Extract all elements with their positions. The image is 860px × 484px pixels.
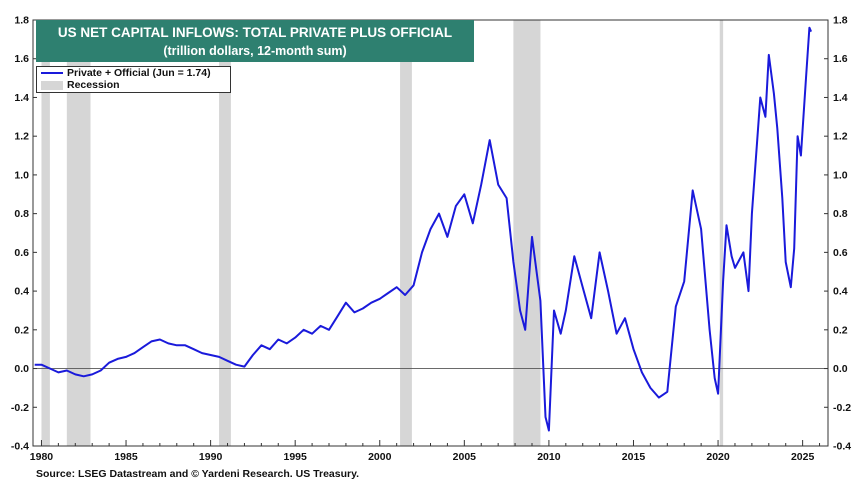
recession-band-0 (41, 20, 50, 446)
x-tick-label: 1995 (284, 451, 308, 463)
legend-recession-swatch (41, 81, 63, 90)
y-tick-label-left: 0.8 (14, 208, 29, 220)
recession-band-2 (219, 20, 231, 446)
chart-title-box: US NET CAPITAL INFLOWS: TOTAL PRIVATE PL… (36, 20, 474, 62)
axes: -0.4 -0.4 -0.2 -0.2 0.0 0.0 0.2 0.2 0.4 0.4 0.6 0.6… (11, 15, 851, 464)
y-tick-label-right: 0.8 (833, 208, 848, 220)
y-tick-label-right: -0.4 (833, 441, 851, 453)
legend: Private + Official (Jun = 1.74) Recessio… (36, 66, 231, 93)
series-line-0 (34, 26, 813, 432)
recession-band-3 (400, 20, 412, 446)
y-tick-label-right: 1.8 (833, 15, 848, 27)
recession-band-1 (66, 20, 91, 446)
y-tick-label-left: 0.6 (14, 247, 29, 259)
chart-subtitle: (trillion dollars, 12-month sum) (163, 44, 347, 58)
y-tick-label-left: 0.2 (14, 324, 29, 336)
x-tick-label: 2025 (791, 451, 815, 463)
x-tick-label: 2010 (537, 451, 561, 463)
chart-title: US NET CAPITAL INFLOWS: TOTAL PRIVATE PL… (57, 25, 453, 40)
y-tick-label-right: 1.0 (833, 169, 848, 181)
y-tick-label-left: 1.8 (14, 15, 29, 27)
x-tick-label: 1980 (30, 451, 54, 463)
y-tick-label-right: 1.2 (833, 131, 848, 143)
y-tick-label-right: 1.6 (833, 53, 848, 65)
x-tick-label: 1990 (199, 451, 223, 463)
y-tick-label-right: 0.0 (833, 363, 848, 375)
x-tick-label: 2020 (706, 451, 730, 463)
recession-bands (41, 20, 724, 446)
y-tick-label-left: 1.6 (14, 53, 29, 65)
legend-line-swatch (41, 72, 63, 74)
y-tick-label-right: 0.6 (833, 247, 848, 259)
y-tick-label-right: -0.2 (833, 402, 851, 414)
legend-entry-series: Private + Official (Jun = 1.74) (37, 67, 230, 79)
source-note: Source: LSEG Datastream and © Yardeni Re… (36, 468, 360, 480)
series-layer (34, 26, 813, 432)
y-tick-label-left: 1.4 (14, 92, 29, 104)
y-tick-label-right: 0.2 (833, 324, 848, 336)
y-tick-label-right: 0.4 (833, 286, 848, 298)
legend-entry-recession: Recession (37, 79, 230, 91)
x-tick-label: 1985 (114, 451, 138, 463)
y-tick-label-right: 1.4 (833, 92, 848, 104)
y-tick-label-left: 1.2 (14, 131, 29, 143)
x-tick-label: 2000 (368, 451, 392, 463)
recession-band-4 (513, 20, 541, 446)
y-tick-label-left: -0.2 (11, 402, 29, 414)
x-tick-label: 2015 (622, 451, 646, 463)
recession-band-5 (719, 20, 724, 446)
y-tick-label-left: -0.4 (11, 441, 29, 453)
y-tick-label-left: 1.0 (14, 169, 29, 181)
legend-series-label: Private + Official (Jun = 1.74) (67, 67, 211, 79)
legend-recession-label: Recession (67, 79, 120, 91)
y-tick-label-left: 0.4 (14, 286, 29, 298)
y-tick-label-left: 0.0 (14, 363, 29, 375)
x-tick-label: 2005 (453, 451, 477, 463)
